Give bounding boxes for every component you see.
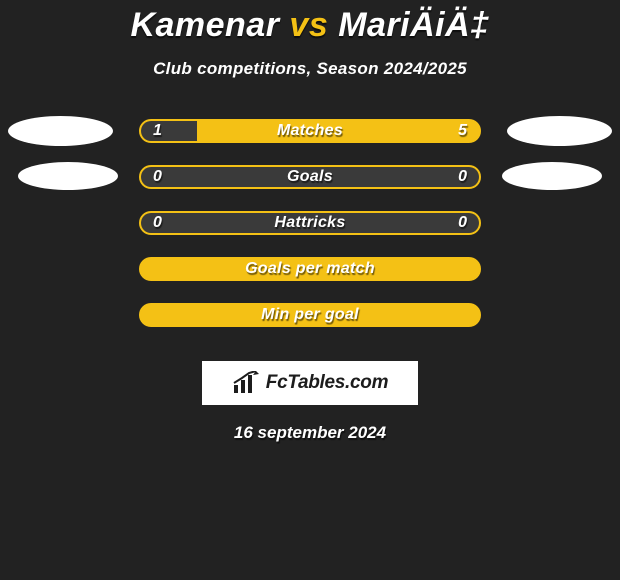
stat-value-right: 5: [458, 121, 467, 141]
page-title: Kamenar vs MariÄiÄ‡: [0, 0, 620, 45]
bar-fill-right: [310, 213, 479, 233]
bar-fill-left: [141, 167, 310, 187]
title-player1: Kamenar: [130, 6, 279, 44]
stat-row: Goals per match: [0, 257, 620, 303]
comparison-infographic: Kamenar vs MariÄiÄ‡ Club competitions, S…: [0, 0, 620, 580]
title-vs: vs: [289, 6, 328, 44]
stat-bar: Goals per match: [139, 257, 481, 281]
bar-fill-right: [310, 167, 479, 187]
stat-row: 1 Matches 5: [0, 119, 620, 165]
subtitle: Club competitions, Season 2024/2025: [0, 59, 620, 79]
player2-avatar-ellipse: [502, 162, 602, 190]
stat-row: Min per goal: [0, 303, 620, 349]
chart-icon: [232, 371, 262, 395]
stat-row: 0 Hattricks 0: [0, 211, 620, 257]
stat-bar: Min per goal: [139, 303, 481, 327]
bar-fill-left: [141, 121, 197, 141]
player1-avatar-ellipse: [18, 162, 118, 190]
stat-bar: 0 Hattricks 0: [139, 211, 481, 235]
stat-row: 0 Goals 0: [0, 165, 620, 211]
stat-label: Goals per match: [141, 259, 479, 279]
stat-label: Min per goal: [141, 305, 479, 325]
date-label: 16 september 2024: [0, 423, 620, 443]
bar-fill-left: [141, 213, 310, 233]
player2-avatar-ellipse: [507, 116, 612, 146]
stat-bars: 1 Matches 5 0 Goals 0 0 Hattricks: [0, 119, 620, 349]
player1-avatar-ellipse: [8, 116, 113, 146]
logo-text: FcTables.com: [266, 372, 388, 394]
title-player2: MariÄiÄ‡: [338, 6, 489, 44]
logo-box: FcTables.com: [202, 361, 418, 405]
stat-bar: 1 Matches 5: [139, 119, 481, 143]
stat-bar: 0 Goals 0: [139, 165, 481, 189]
